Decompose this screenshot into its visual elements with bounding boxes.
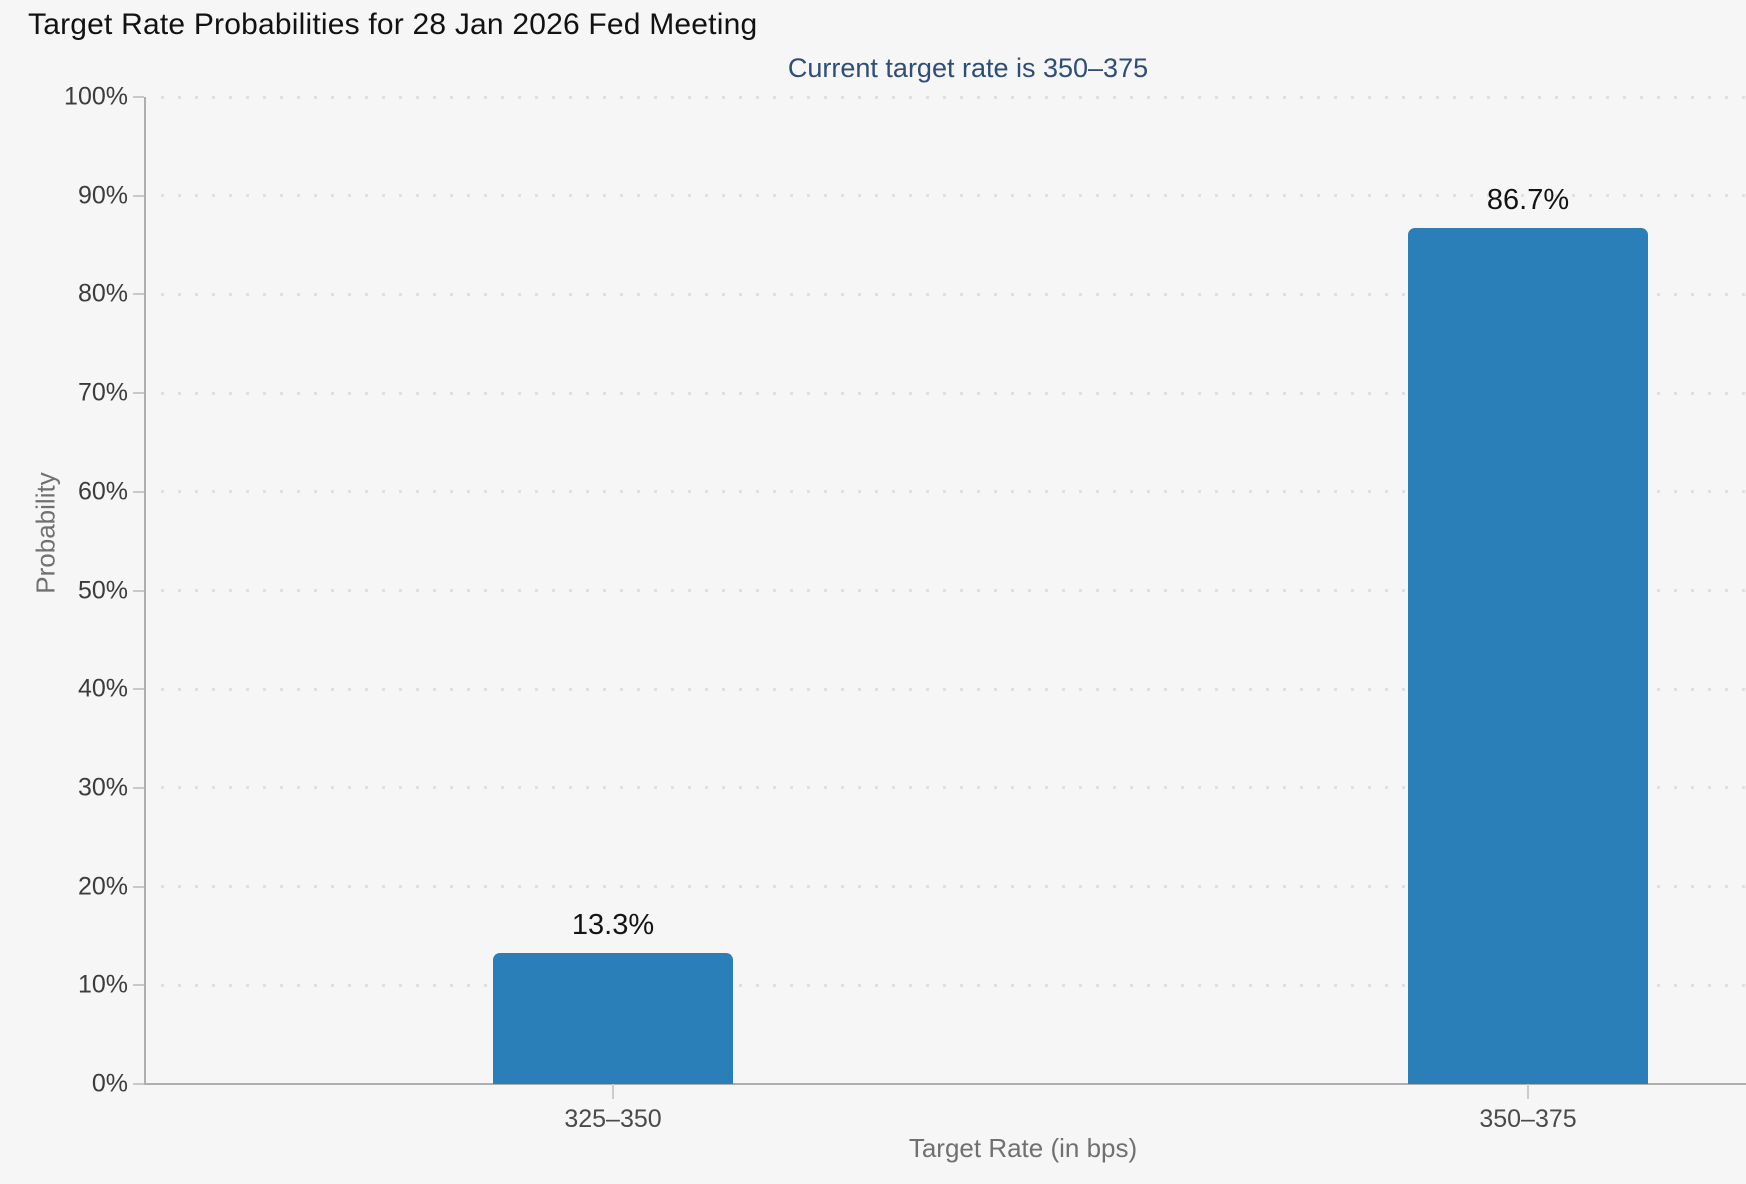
x-tick-label: 325–350	[564, 1105, 662, 1133]
y-gridline	[161, 95, 1746, 99]
y-tick-label: 60%	[77, 477, 128, 506]
y-tick-label: 50%	[77, 576, 128, 604]
y-gridline	[161, 589, 1746, 592]
y-tick-label: 80%	[77, 279, 128, 308]
x-tick-mark	[612, 1084, 614, 1099]
y-tick-label: 100%	[64, 82, 128, 111]
y-tick-mark	[133, 194, 144, 197]
y-tick-mark	[133, 96, 144, 98]
y-tick-label: 0%	[91, 1069, 128, 1098]
y-tick-label: 10%	[77, 970, 128, 999]
y-tick-mark	[133, 490, 144, 493]
y-tick-mark	[133, 688, 144, 691]
y-tick-label: 70%	[77, 378, 128, 407]
y-tick-mark	[133, 984, 144, 987]
y-tick-mark	[133, 293, 144, 296]
bar-value-label: 13.3%	[571, 908, 655, 941]
bar-350–375[interactable]	[1408, 228, 1648, 1084]
y-axis-line	[144, 97, 146, 1085]
y-tick-mark	[133, 589, 144, 592]
y-tick-mark	[133, 1083, 144, 1085]
y-gridline	[161, 194, 1746, 198]
y-gridline	[161, 983, 1746, 987]
y-gridline	[161, 885, 1746, 889]
y-tick-mark	[133, 885, 144, 888]
y-tick-label: 20%	[77, 872, 128, 901]
y-gridline	[161, 391, 1746, 395]
y-axis-tick-labels: 0% 10% 20% 30% 40% 50% 60% 70% 80% 90% 100%	[0, 84, 128, 1096]
y-tick-mark	[133, 392, 144, 395]
y-tick-label: 40%	[77, 674, 128, 703]
y-gridline	[161, 687, 1746, 691]
plot-area: 13.3% 325–350 86.7% 350–375	[133, 95, 1746, 1133]
x-tick-mark	[1527, 1084, 1529, 1099]
y-tick-label: 90%	[77, 181, 128, 210]
chart-subtitle: Current target rate is 350–375	[787, 53, 1149, 83]
x-tick-label: 350–375	[1479, 1105, 1577, 1133]
chart-title: Target Rate Probabilities for 28 Jan 202…	[28, 8, 758, 41]
y-tick-mark	[133, 786, 144, 789]
bar-325–350[interactable]	[493, 952, 733, 1084]
y-gridline	[161, 786, 1746, 790]
x-axis-title: Target Rate (in bps)	[908, 1133, 1138, 1163]
y-tick-label: 30%	[77, 773, 128, 802]
y-gridline	[161, 490, 1746, 494]
x-axis-line	[144, 1083, 1746, 1085]
bar-value-label: 86.7%	[1486, 184, 1570, 217]
y-gridline	[161, 292, 1746, 296]
